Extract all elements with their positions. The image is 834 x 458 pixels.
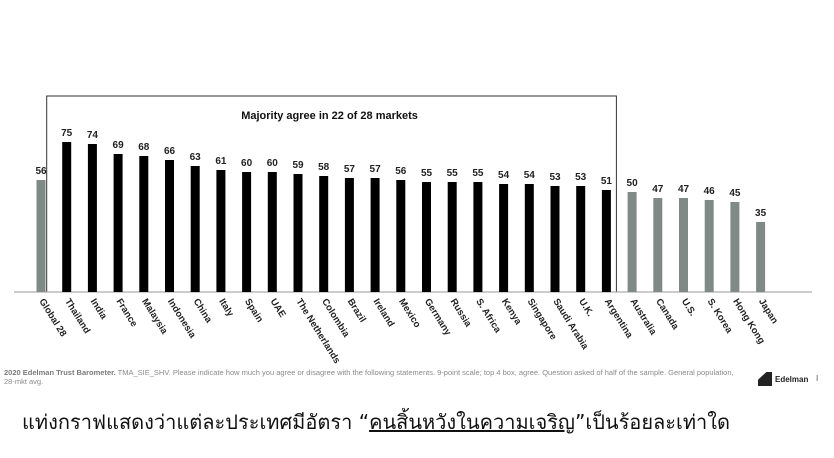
- category-label: U.S.: [679, 297, 698, 319]
- value-label: 55: [472, 168, 484, 179]
- value-label: 60: [267, 158, 279, 169]
- bar-spain: [242, 172, 252, 292]
- brand-name: Edelman: [775, 374, 809, 384]
- value-label: 54: [498, 170, 510, 181]
- page-marker: I: [816, 374, 819, 383]
- category-label: Ireland: [371, 297, 397, 329]
- bar-u-k: [576, 186, 586, 292]
- bar-germany: [422, 182, 431, 292]
- bar-global-28: [36, 180, 46, 292]
- value-label: 35: [755, 208, 767, 219]
- category-label: Russia: [448, 297, 474, 330]
- caption-before: แท่งกราฟแสดงว่าแต่ละประเทศมีอัตรา: [22, 410, 359, 434]
- brand-logo: Edelman: [758, 372, 808, 386]
- value-label: 47: [652, 184, 664, 195]
- majority-box-label: Majority agree in 22 of 28 markets: [241, 110, 418, 122]
- bar-canada: [653, 198, 663, 292]
- bar-france: [113, 154, 123, 292]
- value-label: 74: [87, 130, 99, 141]
- caption-after: เป็นร้อยละเท่าใด: [585, 410, 731, 434]
- value-label: 68: [138, 142, 150, 153]
- bar-u-s: [679, 198, 688, 292]
- bar-chart: Majority agree in 22 of 28 markets 56 75 7…: [14, 95, 812, 365]
- bar-colombia: [319, 176, 329, 292]
- bar-s-korea: [704, 200, 714, 292]
- bar-kenya: [499, 184, 509, 292]
- category-label: China: [191, 297, 215, 326]
- bar-india: [87, 144, 97, 292]
- bars-group: [36, 142, 766, 292]
- footnote-source: 2020 Edelman Trust Barometer.: [4, 368, 116, 377]
- value-label: 57: [370, 164, 382, 175]
- value-label: 58: [318, 162, 330, 173]
- category-label: India: [88, 297, 109, 322]
- category-label: U.K.: [576, 297, 595, 319]
- category-label: Japan: [756, 297, 780, 326]
- category-label: France: [114, 297, 140, 329]
- value-label: 66: [164, 146, 176, 157]
- value-label: 55: [421, 168, 433, 179]
- caption-open-quote: “: [358, 410, 370, 434]
- value-label: 61: [215, 156, 227, 167]
- bar-japan: [756, 222, 766, 292]
- caption-highlight: คนสิ้นหวังในความเจริญ: [369, 410, 575, 434]
- category-label: Canada: [653, 297, 681, 333]
- bar-brazil: [344, 178, 354, 292]
- category-label: S. Korea: [705, 297, 735, 336]
- bar-ireland: [370, 178, 380, 292]
- bar-italy: [216, 170, 226, 292]
- category-label: Kenya: [499, 297, 524, 328]
- category-label: Mexico: [396, 297, 422, 330]
- value-label: 55: [447, 168, 459, 179]
- value-label: 69: [113, 140, 125, 151]
- value-label: 53: [549, 172, 561, 183]
- value-label: 75: [61, 128, 73, 139]
- category-label: S. Africa: [473, 297, 503, 336]
- bar-malaysia: [139, 156, 149, 292]
- value-label: 50: [627, 178, 639, 189]
- bar-argentina: [601, 190, 611, 292]
- footnote-text: TMA_SIE_SHV. Please indicate how much yo…: [4, 368, 734, 386]
- value-label: 53: [575, 172, 587, 183]
- value-label: 59: [292, 160, 304, 171]
- edelman-logo-icon: [758, 372, 772, 386]
- footnote: 2020 Edelman Trust Barometer. TMA_SIE_SH…: [4, 368, 734, 386]
- caption-close-quote: ”: [574, 410, 586, 434]
- value-label: 56: [395, 166, 407, 177]
- value-label: 54: [524, 170, 536, 181]
- bar-singapore: [524, 184, 534, 292]
- bar-russia: [447, 182, 457, 292]
- value-label: 51: [601, 176, 613, 187]
- bar-s-africa: [473, 182, 483, 292]
- category-label: UAE: [268, 297, 288, 320]
- bar-saudi-arabia: [550, 186, 560, 292]
- bar-china: [190, 166, 200, 292]
- category-label: Spain: [242, 297, 265, 325]
- bar-australia: [627, 192, 637, 292]
- value-label: 63: [190, 152, 202, 163]
- value-label: 60: [241, 158, 253, 169]
- category-label: Brazil: [345, 297, 368, 325]
- bar-hong-kong: [730, 202, 740, 292]
- bar-uae: [267, 172, 277, 292]
- value-label: 46: [704, 186, 716, 197]
- bar-the-netherlands: [293, 174, 303, 292]
- value-labels-group: 56 75 74 69 68 66 63 61 60 60 59 58 57 57 56 55 55 55 54 54…: [35, 128, 766, 219]
- category-label: Italy: [216, 297, 236, 320]
- value-label: 47: [678, 184, 690, 195]
- value-label: 56: [35, 166, 47, 177]
- value-label: 45: [729, 188, 741, 199]
- bar-thailand: [62, 142, 72, 292]
- question-caption: แท่งกราฟแสดงว่าแต่ละประเทศมีอัตรา “คนสิ้…: [22, 406, 822, 438]
- bar-indonesia: [165, 160, 174, 292]
- bar-mexico: [396, 180, 406, 292]
- value-label: 57: [344, 164, 356, 175]
